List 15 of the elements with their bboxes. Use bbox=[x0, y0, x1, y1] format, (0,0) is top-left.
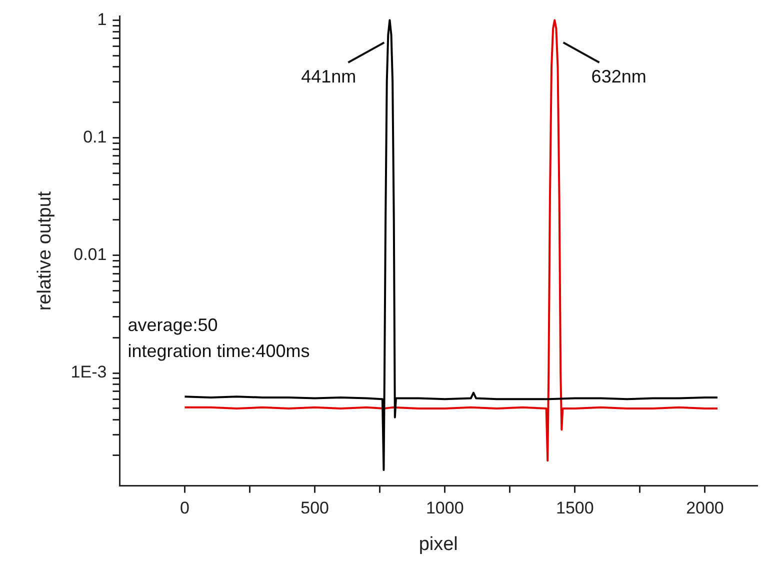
x-axis-title: pixel bbox=[418, 534, 458, 555]
y-tick-label: 1 bbox=[97, 10, 107, 29]
annotation: 632nm bbox=[591, 66, 646, 87]
y-tick-label: 0.1 bbox=[83, 127, 107, 146]
x-tick-label: 2000 bbox=[686, 498, 724, 518]
y-tick-label: 1E-3 bbox=[70, 362, 107, 382]
annotation: integration time:400ms bbox=[128, 340, 310, 361]
x-tick-label: 1500 bbox=[556, 498, 594, 518]
x-tick-label: 1000 bbox=[426, 498, 464, 518]
x-tick-label: 500 bbox=[300, 498, 329, 518]
y-tick-label: 0.01 bbox=[74, 245, 107, 264]
x-tick-label: 0 bbox=[180, 498, 190, 518]
annotation: average:50 bbox=[128, 314, 218, 335]
annotation: 441nm bbox=[301, 66, 356, 87]
y-axis-title: relative output bbox=[34, 190, 56, 311]
